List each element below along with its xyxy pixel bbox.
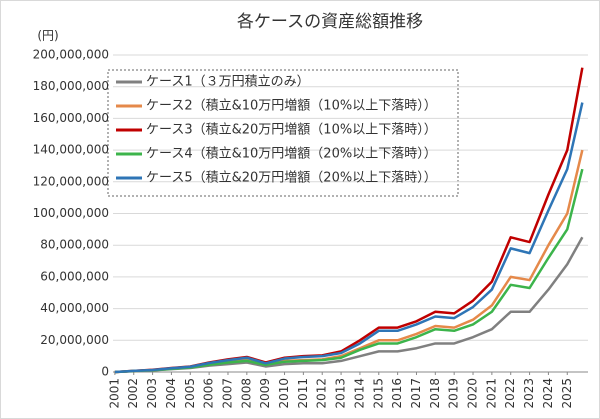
x-tick-label: 2015 <box>371 378 385 409</box>
x-tick-label: 2001 <box>107 378 121 409</box>
x-tick-label: 2019 <box>447 378 461 409</box>
y-tick-label: 0 <box>101 365 109 379</box>
x-tick-label: 2024 <box>541 378 555 409</box>
y-unit: (円) <box>37 29 58 43</box>
x-tick-label: 2023 <box>522 378 536 409</box>
legend-label: ケース5（積立&20万円増額（20%以上下落時）） <box>146 171 437 186</box>
series-line <box>114 102 584 374</box>
chart-title: 各ケースの資産総額推移 <box>237 12 423 32</box>
y-tick-label: 20,000,000 <box>40 333 109 347</box>
y-tick-label: 40,000,000 <box>40 301 109 315</box>
y-tick-label: 100,000,000 <box>33 206 109 220</box>
x-tick-label: 2009 <box>258 378 272 409</box>
x-tick-label: 2017 <box>409 378 423 409</box>
legend-label: ケース1（３万円積立のみ） <box>146 75 310 90</box>
y-tick-label: 80,000,000 <box>40 238 109 252</box>
y-tick-label: 160,000,000 <box>33 111 109 125</box>
legend-label: ケース4（積立&10万円増額（20%以上下落時）） <box>146 147 437 162</box>
y-tick-label: 60,000,000 <box>40 269 109 283</box>
x-tick-label: 2025 <box>560 378 574 409</box>
legend-label: ケース2（積立&10万円増額（10%以上下落時）） <box>146 99 437 114</box>
x-tick-label: 2002 <box>126 378 140 409</box>
y-tick-label: 140,000,000 <box>33 143 109 157</box>
y-tick-label: 200,000,000 <box>33 48 109 62</box>
x-tick-label: 2016 <box>390 378 404 409</box>
x-tick-label: 2012 <box>315 378 329 409</box>
x-tick-label: 2011 <box>296 378 310 409</box>
x-tick-label: 2020 <box>466 378 480 409</box>
x-tick-label: 2008 <box>239 378 253 409</box>
x-tick-label: 2021 <box>484 378 498 409</box>
x-tick-label: 2013 <box>334 378 348 409</box>
legend-label: ケース3（積立&20万円増額（10%以上下落時）） <box>146 123 437 138</box>
x-tick-label: 2022 <box>503 378 517 409</box>
x-tick-label: 2010 <box>277 378 291 409</box>
y-tick-label: 180,000,000 <box>33 79 109 93</box>
x-tick-label: 2004 <box>164 378 178 409</box>
x-tick-label: 2006 <box>202 378 216 409</box>
x-tick-label: 2003 <box>145 378 159 409</box>
legend-box <box>107 69 459 197</box>
x-tick-label: 2005 <box>183 378 197 409</box>
x-tick-label: 2007 <box>220 378 234 409</box>
y-tick-label: 120,000,000 <box>33 174 109 188</box>
x-tick-label: 2018 <box>428 378 442 409</box>
x-tick-label: 2014 <box>352 378 366 409</box>
